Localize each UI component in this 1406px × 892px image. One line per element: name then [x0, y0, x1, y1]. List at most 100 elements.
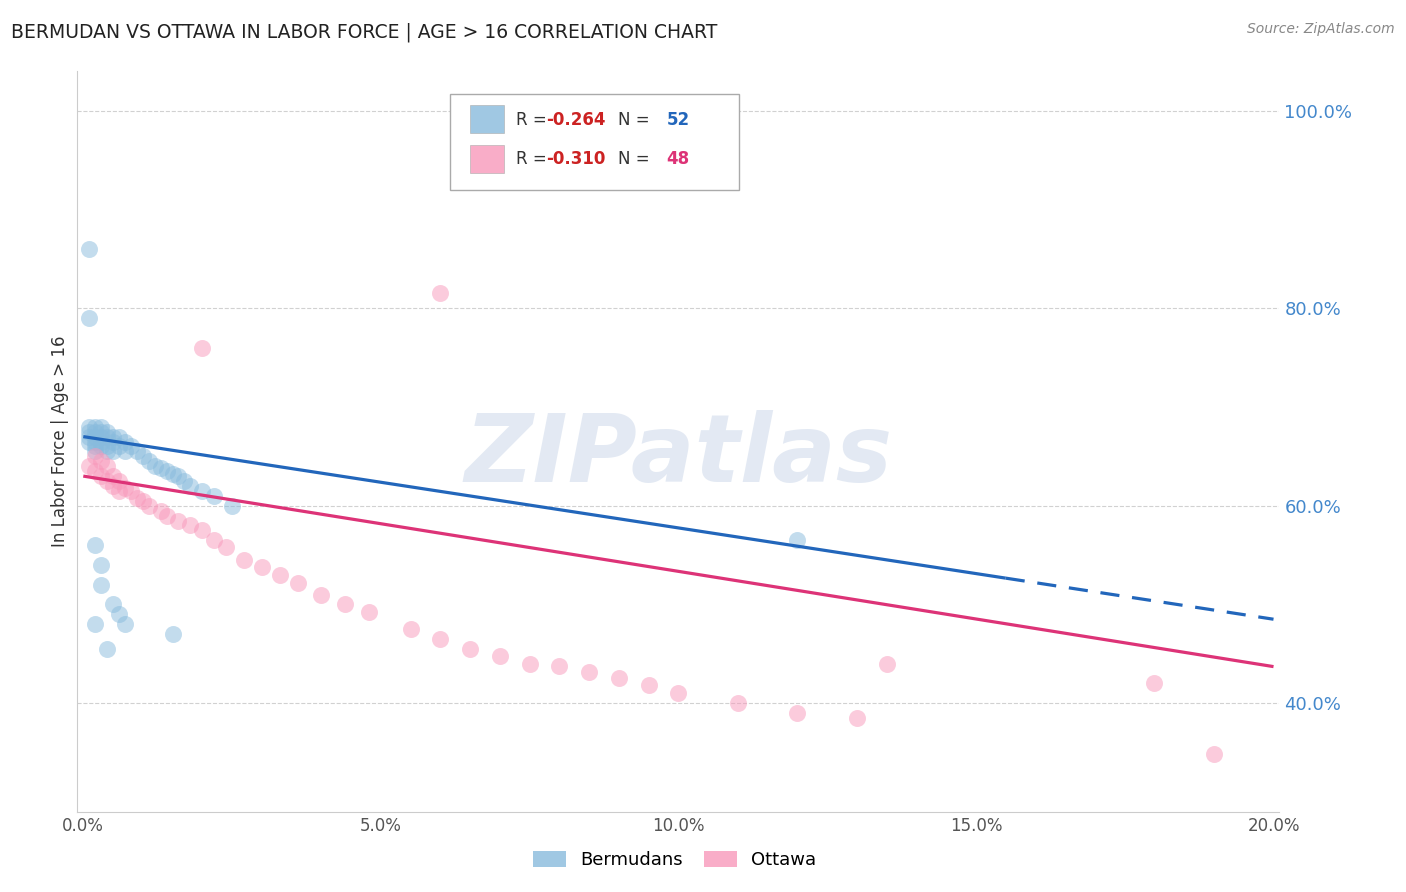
Point	[191, 483, 214, 498]
Point	[333, 598, 356, 612]
Point	[101, 434, 124, 449]
Point	[77, 419, 100, 434]
Point	[101, 479, 124, 493]
Point	[125, 444, 148, 458]
Point	[77, 434, 100, 449]
Text: -0.264: -0.264	[546, 112, 606, 129]
Point	[90, 469, 112, 483]
Point	[167, 469, 190, 483]
Point	[96, 641, 118, 656]
Point	[269, 567, 291, 582]
FancyBboxPatch shape	[471, 104, 505, 133]
Point	[162, 467, 184, 482]
Point	[90, 454, 112, 468]
Point	[90, 558, 112, 572]
Point	[84, 464, 107, 478]
Point	[84, 440, 107, 454]
Point	[96, 474, 118, 488]
Point	[173, 474, 195, 488]
Point	[143, 459, 166, 474]
Point	[138, 454, 160, 468]
Point	[84, 429, 107, 443]
Point	[233, 553, 256, 567]
Point	[96, 444, 118, 458]
Point	[786, 706, 808, 720]
Point	[108, 607, 131, 622]
Point	[221, 499, 243, 513]
Point	[77, 425, 100, 439]
Point	[727, 696, 749, 710]
Text: N =: N =	[619, 112, 655, 129]
Point	[202, 533, 225, 548]
Point	[96, 440, 118, 454]
Point	[876, 657, 898, 671]
Point	[84, 617, 107, 632]
Text: Source: ZipAtlas.com: Source: ZipAtlas.com	[1247, 22, 1395, 37]
Point	[149, 461, 172, 475]
Point	[155, 464, 177, 478]
Point	[149, 503, 172, 517]
Point	[90, 434, 112, 449]
Point	[77, 429, 100, 443]
Text: N =: N =	[619, 151, 655, 169]
Point	[84, 538, 107, 552]
Point	[1143, 676, 1166, 690]
Point	[125, 491, 148, 505]
Point	[90, 429, 112, 443]
Point	[114, 617, 136, 632]
Text: 52: 52	[666, 112, 689, 129]
Point	[77, 242, 100, 256]
Point	[845, 711, 868, 725]
Point	[114, 444, 136, 458]
Text: ZIPatlas: ZIPatlas	[464, 410, 893, 502]
Point	[96, 429, 118, 443]
Point	[637, 678, 659, 692]
Point	[429, 632, 451, 646]
Point	[77, 459, 100, 474]
Point	[287, 575, 309, 590]
Point	[108, 474, 131, 488]
Point	[90, 425, 112, 439]
Point	[311, 588, 333, 602]
Point	[519, 657, 541, 671]
Point	[132, 450, 155, 464]
Point	[114, 434, 136, 449]
Point	[90, 577, 112, 591]
Point	[668, 686, 690, 700]
Point	[101, 429, 124, 443]
Point	[191, 524, 214, 538]
Point	[786, 533, 808, 548]
Point	[179, 479, 201, 493]
Point	[90, 419, 112, 434]
Point	[250, 560, 273, 574]
Point	[120, 483, 142, 498]
Point	[215, 540, 238, 554]
Point	[84, 450, 107, 464]
Point	[96, 459, 118, 474]
Text: -0.310: -0.310	[546, 151, 606, 169]
Point	[458, 641, 481, 656]
Point	[429, 286, 451, 301]
Point	[1202, 747, 1225, 762]
Point	[77, 311, 100, 326]
Point	[489, 648, 512, 663]
Point	[108, 483, 131, 498]
Point	[84, 425, 107, 439]
Point	[114, 481, 136, 495]
FancyBboxPatch shape	[471, 145, 505, 173]
Point	[167, 514, 190, 528]
Text: R =: R =	[516, 112, 553, 129]
Point	[120, 440, 142, 454]
Y-axis label: In Labor Force | Age > 16: In Labor Force | Age > 16	[51, 335, 69, 548]
Point	[84, 419, 107, 434]
Point	[179, 518, 201, 533]
Legend: Bermudans, Ottawa: Bermudans, Ottawa	[524, 842, 825, 879]
Text: R =: R =	[516, 151, 553, 169]
Text: BERMUDAN VS OTTAWA IN LABOR FORCE | AGE > 16 CORRELATION CHART: BERMUDAN VS OTTAWA IN LABOR FORCE | AGE …	[11, 22, 717, 42]
Point	[101, 598, 124, 612]
Point	[162, 627, 184, 641]
Point	[357, 605, 380, 619]
Point	[90, 440, 112, 454]
Point	[399, 622, 422, 636]
Point	[101, 444, 124, 458]
